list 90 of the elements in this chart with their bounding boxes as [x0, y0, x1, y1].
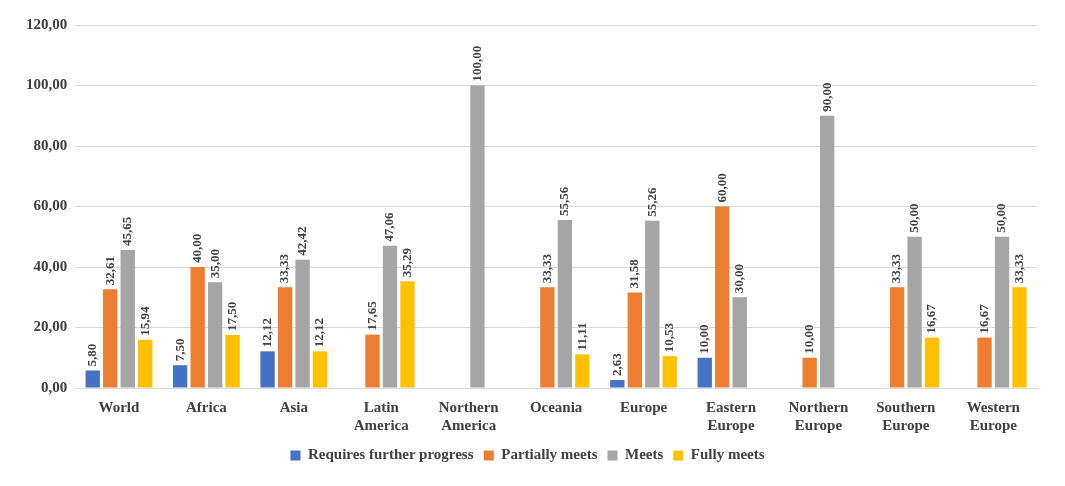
x-tick-label: Eastern Europe — [705, 398, 757, 433]
data-label: 10,00 — [696, 324, 712, 354]
bar — [295, 259, 310, 388]
bar — [365, 334, 380, 388]
bar — [470, 85, 485, 388]
bar — [977, 337, 992, 388]
data-label: 45,65 — [119, 216, 135, 246]
y-tick-label: 60,00 — [33, 197, 68, 214]
bar — [312, 351, 328, 388]
legend-label: Partially meets — [501, 446, 598, 463]
bar — [540, 287, 555, 388]
data-label: 5,80 — [84, 343, 100, 367]
legend-label: Requires further progress — [307, 446, 474, 463]
bar — [697, 357, 712, 388]
data-label: 16,67 — [975, 303, 991, 334]
bar — [715, 206, 730, 388]
x-tick-label: Europe — [619, 398, 668, 415]
bar — [557, 219, 573, 388]
data-label: 10,00 — [801, 324, 817, 354]
legend-label: Fully meets — [690, 446, 765, 463]
data-label: 60,00 — [713, 173, 729, 203]
data-label: 15,94 — [136, 306, 152, 336]
x-tick-label: World — [98, 398, 141, 415]
bar — [819, 115, 835, 388]
data-label: 7,50 — [171, 338, 187, 362]
bar — [277, 287, 293, 388]
data-label: 31,58 — [626, 258, 642, 289]
bar — [994, 236, 1010, 388]
data-label: 42,42 — [293, 226, 309, 256]
bar — [802, 357, 817, 388]
data-label: 30,00 — [731, 264, 747, 294]
data-label: 55,26 — [643, 187, 659, 217]
data-label: 10,53 — [661, 322, 677, 353]
data-label: 100,00 — [468, 45, 484, 82]
x-tick-label: Oceania — [529, 398, 583, 415]
y-tick-label: 20,00 — [33, 318, 68, 335]
y-tick-label: 100,00 — [26, 76, 68, 93]
bar — [173, 365, 188, 388]
bar — [225, 335, 240, 388]
bar — [400, 281, 415, 388]
data-label: 40,00 — [189, 233, 205, 263]
bar — [1012, 287, 1027, 388]
bar — [924, 337, 940, 388]
y-tick-label: 0,00 — [41, 378, 68, 395]
data-label: 11,11 — [573, 322, 589, 351]
data-label: 32,61 — [101, 256, 117, 286]
data-label: 33,33 — [276, 253, 292, 284]
data-label: 16,67 — [923, 303, 939, 334]
bar — [575, 354, 590, 388]
bar — [732, 297, 747, 388]
bar — [889, 287, 905, 388]
bar — [103, 289, 118, 388]
data-label: 55,56 — [556, 186, 572, 216]
data-label: 12,12 — [311, 318, 327, 348]
data-label: 33,33 — [1010, 253, 1026, 284]
bar — [662, 356, 677, 388]
data-label: 2,63 — [608, 352, 624, 377]
bar — [610, 380, 625, 388]
x-tick-label: Africa — [185, 398, 228, 415]
x-tick-label: Western Europe — [966, 398, 1021, 433]
bar — [382, 245, 398, 388]
bar — [190, 267, 205, 388]
data-label: 33,33 — [538, 253, 554, 284]
bar — [207, 282, 223, 388]
x-tick-label: Latin America — [353, 398, 410, 433]
data-label: 50,00 — [993, 203, 1009, 233]
data-label: 90,00 — [818, 82, 834, 112]
x-tick-label: Asia — [279, 398, 309, 415]
bar — [907, 236, 922, 388]
data-label: 35,00 — [206, 248, 222, 279]
y-tick-label: 80,00 — [33, 136, 68, 153]
data-label: 17,65 — [363, 300, 379, 331]
x-tick-label: Northern America — [438, 398, 500, 433]
legend-label: Meets — [625, 446, 664, 463]
bar — [138, 339, 153, 388]
data-label: 47,06 — [381, 211, 397, 242]
bar — [260, 351, 275, 388]
x-tick-label: Northern Europe — [788, 398, 850, 433]
bar — [645, 220, 660, 388]
data-label: 12,12 — [258, 318, 274, 348]
y-tick-label: 120,00 — [26, 15, 68, 32]
data-label: 50,00 — [905, 203, 921, 233]
bar — [85, 370, 100, 388]
y-tick-label: 40,00 — [33, 257, 68, 274]
bar — [627, 292, 642, 388]
x-tick-label: Southern Europe — [876, 398, 937, 433]
data-label: 35,29 — [398, 247, 414, 278]
data-label: 33,33 — [888, 253, 904, 284]
data-label: 17,50 — [223, 301, 239, 332]
bar — [120, 249, 135, 388]
